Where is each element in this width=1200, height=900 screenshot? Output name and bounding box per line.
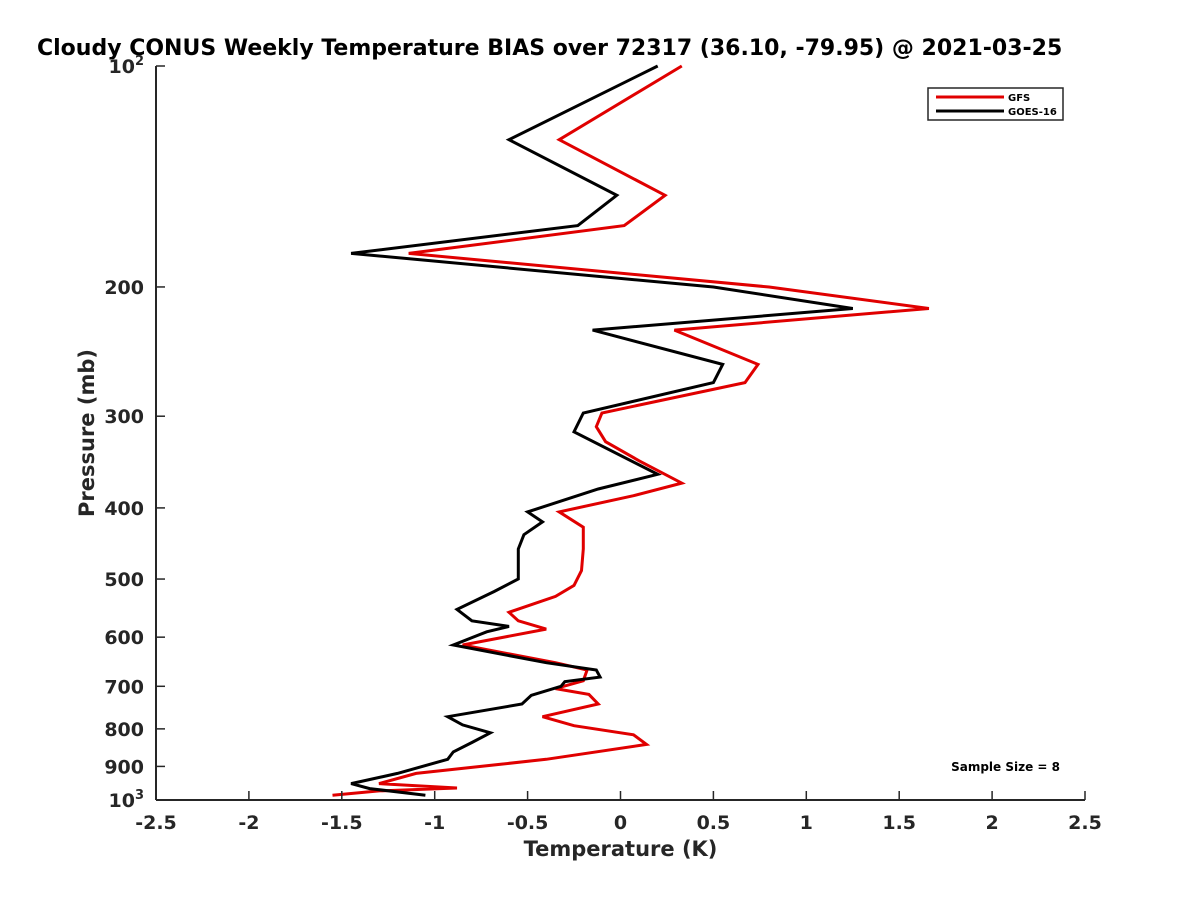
series-line-gfs — [332, 64, 930, 797]
y-tick-label: 800 — [104, 719, 144, 741]
x-tick-label: -0.5 — [507, 812, 549, 834]
x-tick-label: 0 — [614, 812, 627, 834]
x-tick-label: 1 — [800, 812, 813, 834]
y-axis-label: Pressure (mb) — [75, 349, 99, 517]
x-tick-label: -1 — [424, 812, 445, 834]
y-tick-label: 103 — [109, 788, 145, 812]
legend-label: GFS — [1008, 93, 1030, 104]
legend-label: GOES-16 — [1008, 107, 1057, 118]
series-line-goes-16 — [350, 64, 854, 797]
x-tick-label: 1.5 — [882, 812, 916, 834]
legend: GFS GOES-16 — [927, 87, 1064, 121]
y-tick-label: 300 — [104, 406, 144, 428]
y-tick-label: 200 — [104, 277, 144, 299]
y-tick-label: 700 — [104, 676, 144, 698]
y-axis: 102 200 300 400 500 600 700 800 900 103 — [104, 54, 165, 812]
y-tick-label: 500 — [104, 569, 144, 591]
x-tick-label: 0.5 — [697, 812, 731, 834]
x-tick-label: 2 — [985, 812, 998, 834]
x-axis: -2.5 -2 -1.5 -1 -0.5 0 0.5 1 1.5 2 2.5 — [135, 791, 1102, 834]
x-axis-label: Temperature (K) — [524, 837, 718, 861]
x-tick-label: -1.5 — [321, 812, 363, 834]
y-tick-label: 400 — [104, 498, 144, 520]
plot-area — [155, 66, 1085, 801]
y-tick-label: 900 — [104, 756, 144, 778]
x-tick-label: 2.5 — [1068, 812, 1102, 834]
legend-box — [927, 87, 1064, 121]
chart-title: Cloudy CONUS Weekly Temperature BIAS ove… — [37, 36, 1062, 61]
y-tick-label: 102 — [109, 54, 145, 78]
sample-size-annotation: Sample Size = 8 — [951, 760, 1060, 774]
x-tick-label: -2.5 — [135, 812, 177, 834]
series-layer — [332, 64, 930, 797]
y-tick-label: 600 — [104, 627, 144, 649]
x-tick-label: -2 — [238, 812, 259, 834]
